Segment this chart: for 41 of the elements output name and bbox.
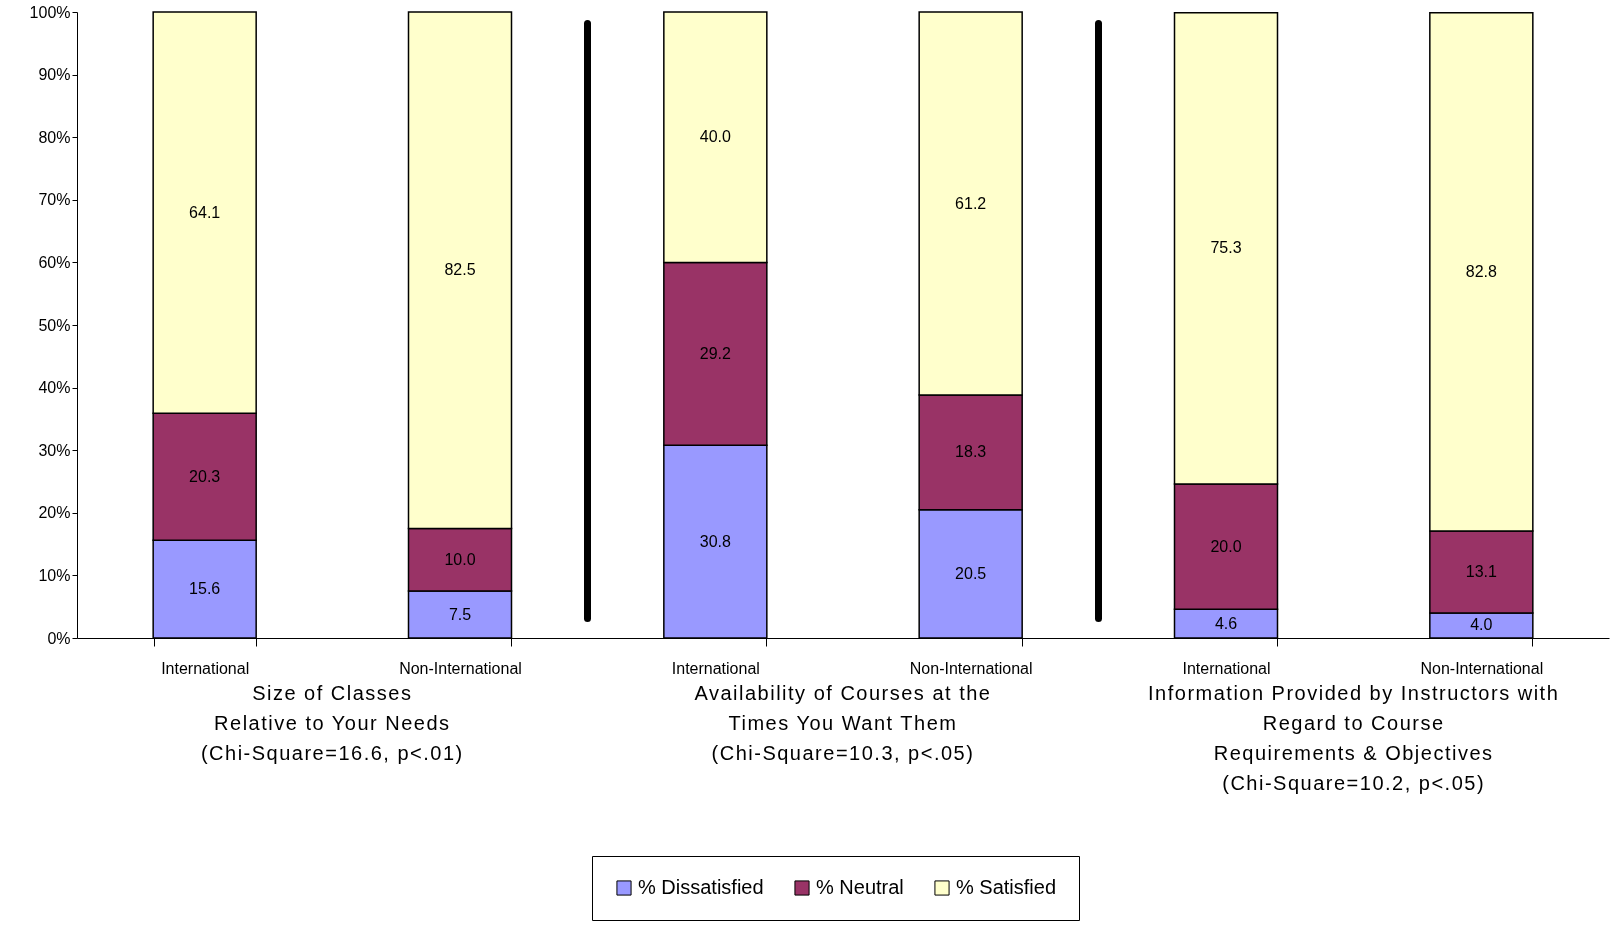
y-tick-label: 70% [38, 191, 71, 209]
data-label: 10.0 [444, 550, 476, 568]
y-tick-label: 90% [38, 66, 71, 84]
y-tick-label: 10% [38, 566, 71, 584]
data-label: 75.3 [1210, 239, 1242, 257]
data-label: 20.0 [1210, 537, 1242, 555]
text: Availability of Courses at the Times You Want Them (Chi-Square=10.3, p<.05) [693, 681, 993, 766]
data-label: 20.3 [189, 467, 221, 485]
data-label: 15.6 [189, 580, 221, 598]
y-tick-label: 20% [38, 504, 71, 522]
data-label: 13.1 [1465, 562, 1498, 580]
y-tick-label: 80% [38, 128, 71, 146]
legend-label: % Neutral [816, 876, 904, 898]
x-tick-label: Non-International [909, 659, 1033, 677]
data-label: 40.0 [699, 128, 732, 146]
data-label: 82.8 [1465, 262, 1498, 280]
x-tick-label: International [1182, 659, 1271, 677]
y-tick-label: 0% [47, 629, 71, 647]
x-tick-label: Non-International [1420, 659, 1544, 677]
data-label: 4.6 [1214, 614, 1238, 632]
data-label: 20.5 [955, 564, 987, 582]
data-label: 7.5 [448, 605, 472, 623]
text: Information Provided by Instructors with Regard to Course Requirements & Objectives (Chi-Square=10.2, p<.05) [1147, 681, 1561, 796]
data-label: 64.1 [189, 203, 221, 221]
data-label: 82.5 [444, 261, 476, 279]
data-label: 29.2 [699, 344, 732, 362]
data-label: 61.2 [955, 194, 987, 212]
legend-label: % Satisfied [956, 876, 1057, 898]
data-label: 30.8 [699, 532, 732, 550]
y-tick-label: 60% [38, 253, 71, 271]
legend-label: % Dissatisfied [638, 876, 764, 898]
x-tick-label: International [671, 659, 760, 677]
x-tick-label: Non-International [399, 659, 522, 677]
y-tick-label: 30% [38, 441, 71, 459]
y-tick-label: 100% [29, 3, 71, 21]
data-label: 4.0 [1470, 616, 1493, 634]
y-tick-label: 50% [38, 316, 71, 334]
x-tick-label: International [161, 659, 250, 677]
y-tick-label: 40% [38, 379, 71, 397]
text: Size of Classes Relative to Your Needs (Chi-Square=16.6, p<.01) [199, 681, 465, 766]
data-label: 18.3 [955, 443, 987, 461]
